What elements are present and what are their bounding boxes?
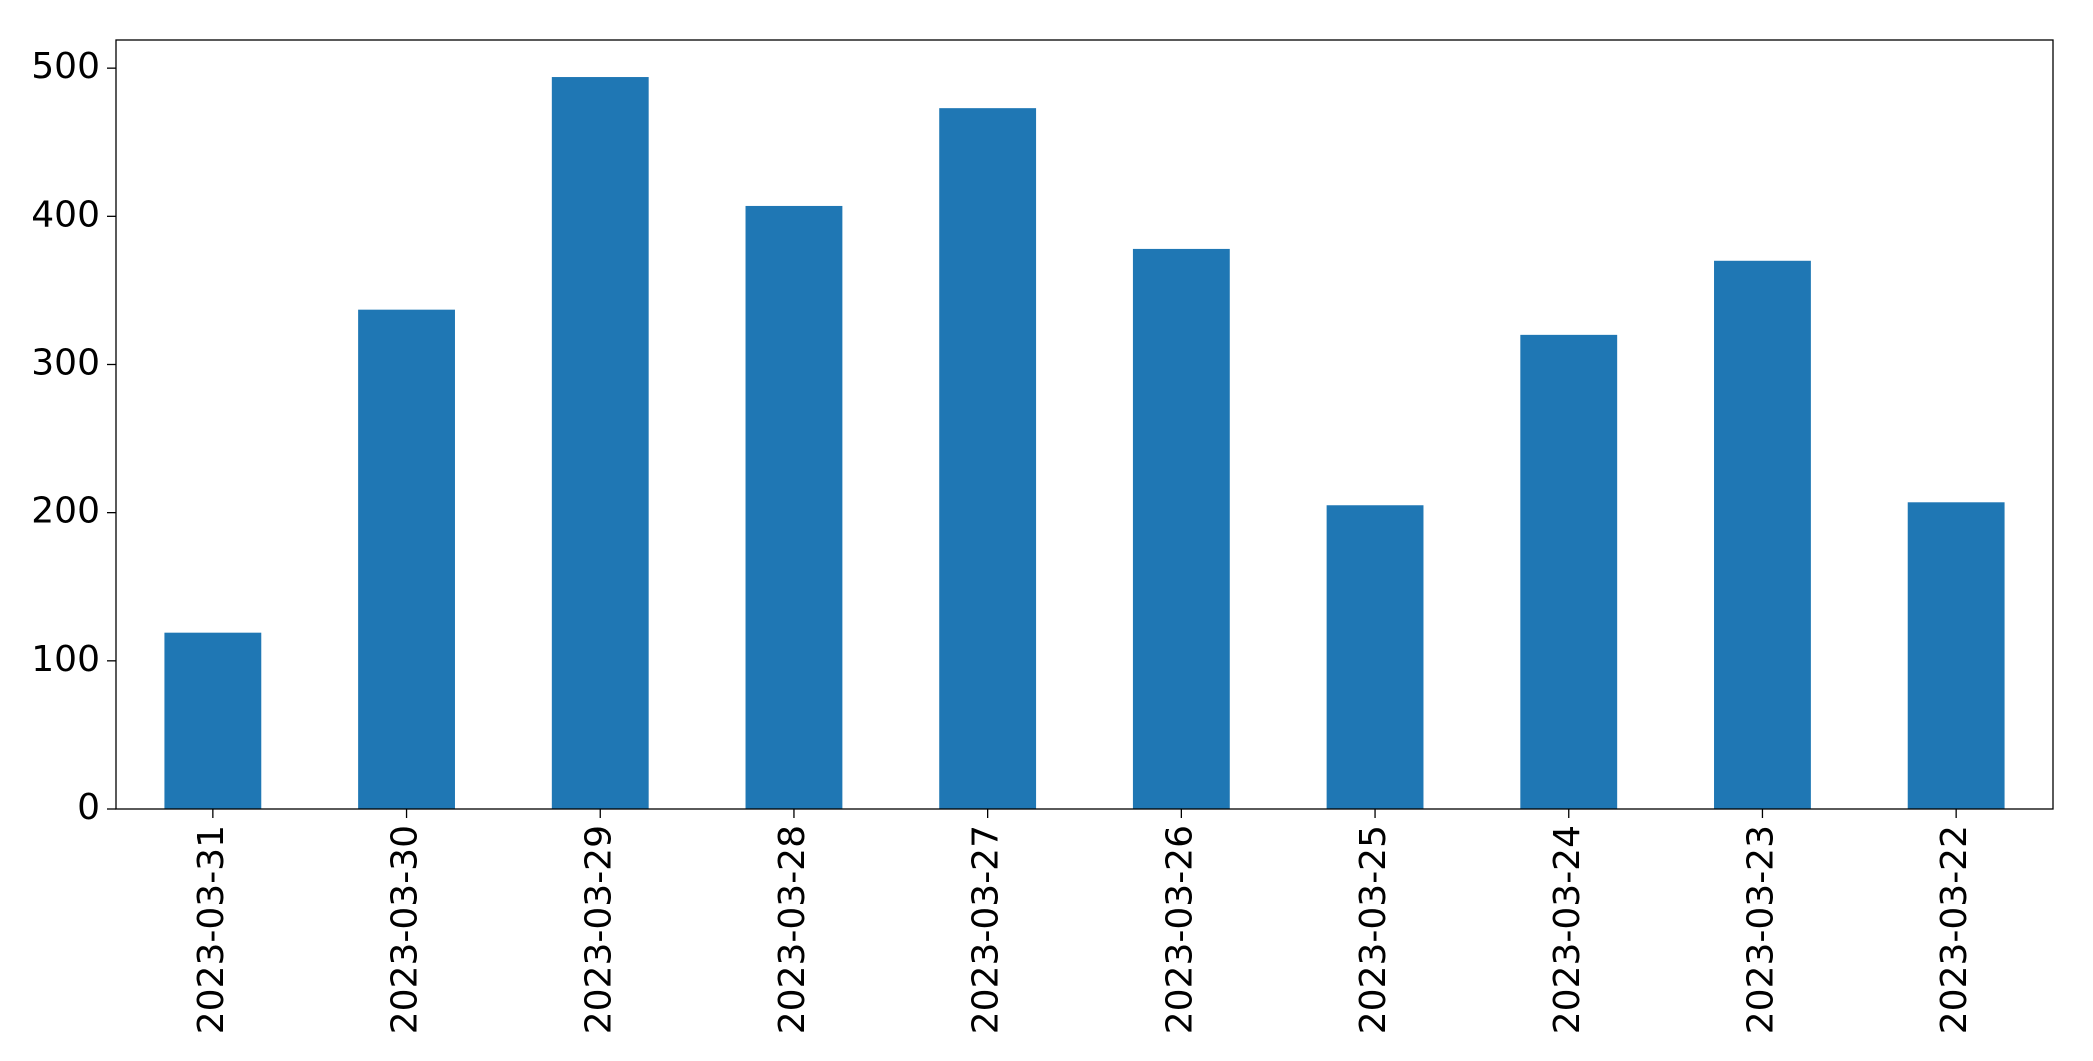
bar <box>1326 505 1424 809</box>
plot-frame <box>115 39 2054 810</box>
bar <box>939 108 1037 809</box>
y-tick-label: 200 <box>31 491 100 532</box>
bar <box>1907 502 2005 809</box>
y-tick-label: 300 <box>31 342 100 383</box>
bar <box>1714 260 1811 809</box>
x-tick-label: 2023-03-25 <box>1353 825 1394 1034</box>
x-tick-label: 2023-03-23 <box>1740 825 1781 1034</box>
x-tick-label: 2023-03-31 <box>191 825 232 1034</box>
y-tick-label: 100 <box>31 639 100 680</box>
x-tick-label: 2023-03-28 <box>772 825 813 1034</box>
x-tick-label: 2023-03-30 <box>385 825 426 1034</box>
bar <box>1520 334 1618 809</box>
y-tick-label: 400 <box>31 194 100 235</box>
x-tick-label: 2023-03-24 <box>1547 825 1588 1034</box>
y-tick-label: 500 <box>31 46 100 87</box>
x-tick-label: 2023-03-26 <box>1159 825 1200 1034</box>
bar <box>164 632 262 809</box>
y-tick-label: 0 <box>77 787 100 828</box>
bar <box>745 205 843 810</box>
x-tick-label: 2023-03-29 <box>578 825 619 1034</box>
bar <box>358 309 455 809</box>
bar <box>1132 248 1230 810</box>
x-tick-label: 2023-03-22 <box>1934 825 1975 1034</box>
bar <box>551 77 649 810</box>
x-tick-label: 2023-03-27 <box>966 825 1007 1034</box>
